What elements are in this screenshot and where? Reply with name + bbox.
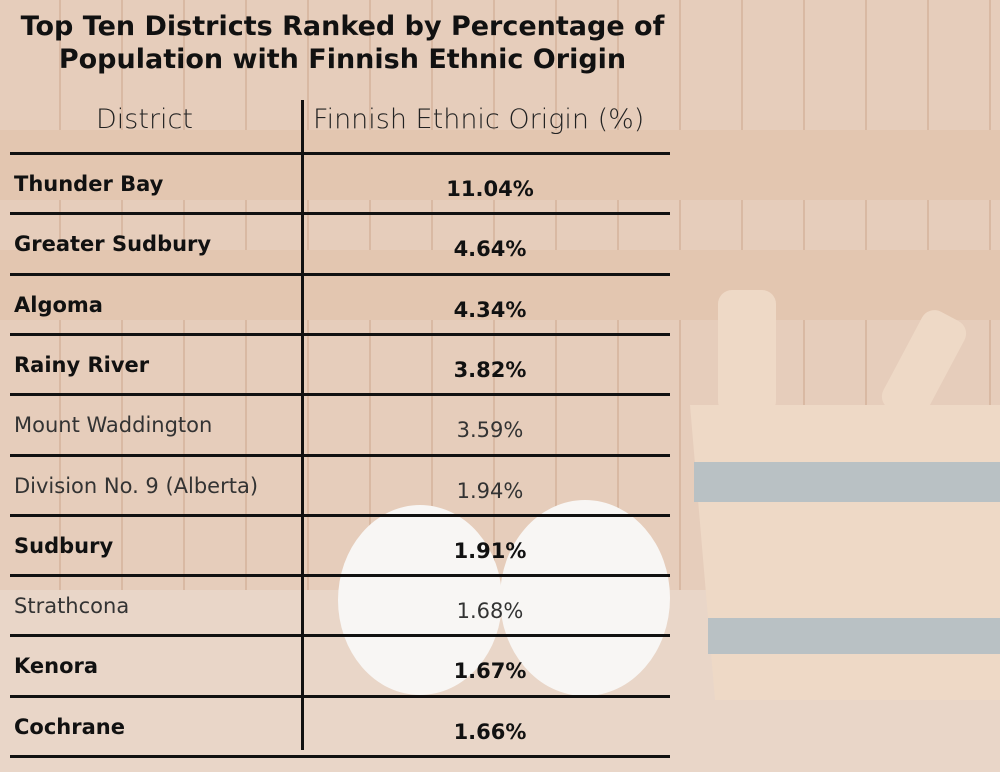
district-cell: Division No. 9 (Alberta) <box>14 474 259 498</box>
bucket <box>690 290 1000 700</box>
percentage-cell: 1.94% <box>456 479 524 503</box>
row-divider <box>10 695 670 698</box>
towels <box>338 500 670 696</box>
percentage-cell: 4.64% <box>453 237 527 261</box>
row-divider <box>10 212 670 215</box>
title-line-2: Population with Finnish Ethnic Origin <box>58 44 627 75</box>
column-header-finnish-origin: Finnish Ethnic Origin (%) <box>313 104 645 135</box>
ladle-stick <box>881 310 967 420</box>
district-cell: Mount Waddington <box>14 413 213 437</box>
percentage-cell: 1.66% <box>453 720 527 744</box>
district-cell: Strathcona <box>14 594 130 618</box>
row-divider <box>10 273 670 276</box>
percentage-cell: 1.67% <box>453 659 527 683</box>
bucket-band <box>694 462 1000 502</box>
district-cell: Cochrane <box>14 715 125 739</box>
column-divider <box>301 100 304 750</box>
title-line-1: Top Ten Districts Ranked by Percentage o… <box>20 11 665 42</box>
ladle-handle <box>718 290 776 415</box>
bench-plank <box>0 130 1000 200</box>
percentage-cell: 4.34% <box>453 298 527 322</box>
bucket-body <box>690 405 1000 700</box>
row-divider <box>10 454 670 457</box>
column-header-district: District <box>96 104 193 135</box>
percentage-cell: 1.91% <box>453 539 527 563</box>
row-divider <box>10 574 670 577</box>
row-divider <box>10 152 670 155</box>
rolled-towel <box>338 505 502 695</box>
percentage-cell: 3.59% <box>456 418 524 442</box>
row-divider <box>10 333 670 336</box>
district-cell: Rainy River <box>14 353 150 377</box>
district-cell: Sudbury <box>14 534 114 558</box>
bucket-band <box>708 618 1000 654</box>
row-divider <box>10 755 670 758</box>
district-cell: Kenora <box>14 654 99 678</box>
district-cell: Greater Sudbury <box>14 232 212 256</box>
district-cell: Algoma <box>14 293 103 317</box>
row-divider <box>10 514 670 517</box>
row-divider <box>10 393 670 396</box>
chart-title: Top Ten Districts Ranked by Percentage o… <box>0 10 685 76</box>
rolled-towel <box>500 500 670 696</box>
percentage-cell: 11.04% <box>446 177 534 201</box>
row-divider <box>10 634 670 637</box>
district-cell: Thunder Bay <box>14 172 164 196</box>
percentage-cell: 3.82% <box>453 358 527 382</box>
percentage-cell: 1.68% <box>456 599 524 623</box>
bench-plank <box>0 250 1000 320</box>
